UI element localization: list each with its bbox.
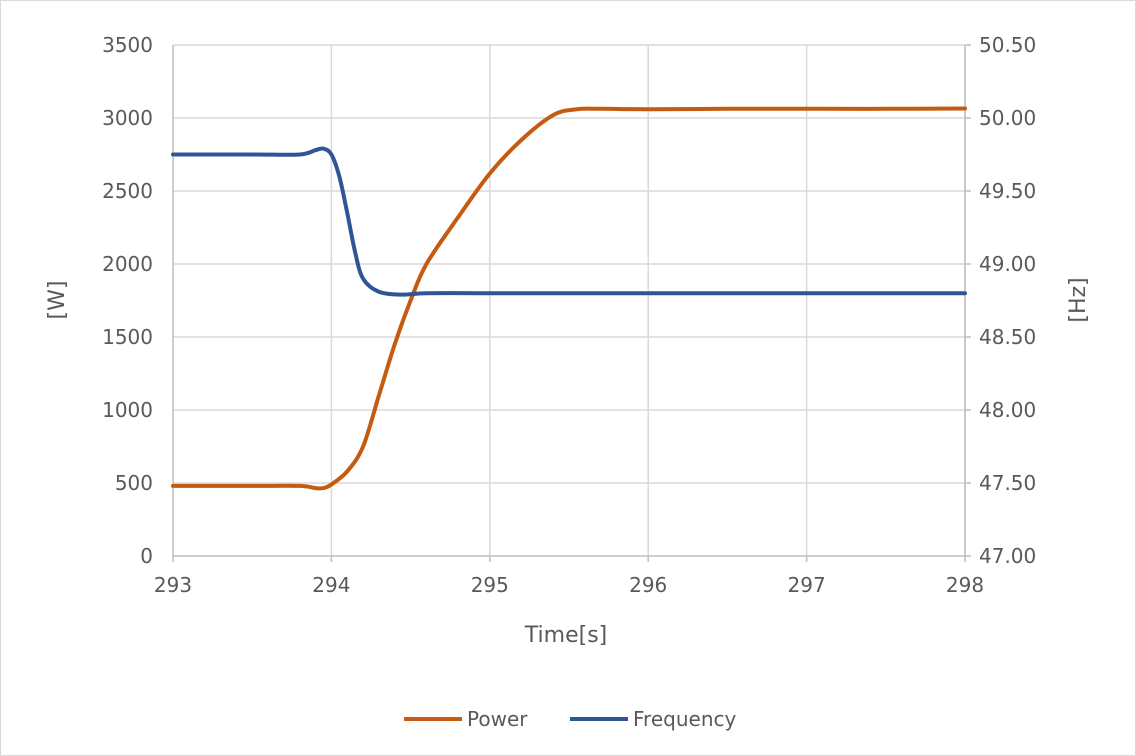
x-tick-label: 294 bbox=[312, 573, 350, 597]
axes bbox=[172, 44, 971, 562]
x-tick-label: 297 bbox=[788, 573, 826, 597]
right-y-axis-title: [Hz] bbox=[1066, 277, 1091, 322]
x-axis-title: Time[s] bbox=[524, 623, 607, 648]
y-right-tick-label: 50.00 bbox=[979, 106, 1036, 130]
tick-labels: 0 500 1000 1500 2000 2500 3000 3500 47.00 47.50 48… bbox=[102, 33, 1036, 597]
y-right-tick-label: 47.50 bbox=[979, 471, 1036, 495]
y-right-tick-label: 48.50 bbox=[979, 325, 1036, 349]
series-lines bbox=[171, 106, 967, 491]
legend-label-frequency: Frequency bbox=[633, 707, 736, 731]
y-right-tick-label: 49.00 bbox=[979, 252, 1036, 276]
x-tick-label: 293 bbox=[154, 573, 192, 597]
y-left-tick-label: 1000 bbox=[102, 398, 153, 422]
y-right-tick-label: 50.50 bbox=[979, 33, 1036, 57]
legend: Power Frequency bbox=[404, 707, 736, 731]
legend-label-power: Power bbox=[467, 707, 528, 731]
y-left-tick-label: 3000 bbox=[102, 106, 153, 130]
y-right-tick-label: 47.00 bbox=[979, 544, 1036, 568]
y-left-tick-label: 2500 bbox=[102, 179, 153, 203]
y-left-tick-label: 0 bbox=[140, 544, 153, 568]
left-y-axis-title: [W] bbox=[45, 281, 70, 320]
gridlines bbox=[173, 44, 966, 556]
x-tick-label: 298 bbox=[946, 573, 984, 597]
y-right-tick-label: 48.00 bbox=[979, 398, 1036, 422]
series-line-power bbox=[171, 106, 967, 491]
series-line-frequency bbox=[171, 146, 967, 297]
x-tick-label: 295 bbox=[471, 573, 509, 597]
y-left-tick-label: 3500 bbox=[102, 33, 153, 57]
y-left-tick-label: 500 bbox=[115, 471, 153, 495]
x-tick-label: 296 bbox=[629, 573, 667, 597]
y-left-tick-label: 2000 bbox=[102, 252, 153, 276]
y-left-tick-label: 1500 bbox=[102, 325, 153, 349]
y-right-tick-label: 49.50 bbox=[979, 179, 1036, 203]
